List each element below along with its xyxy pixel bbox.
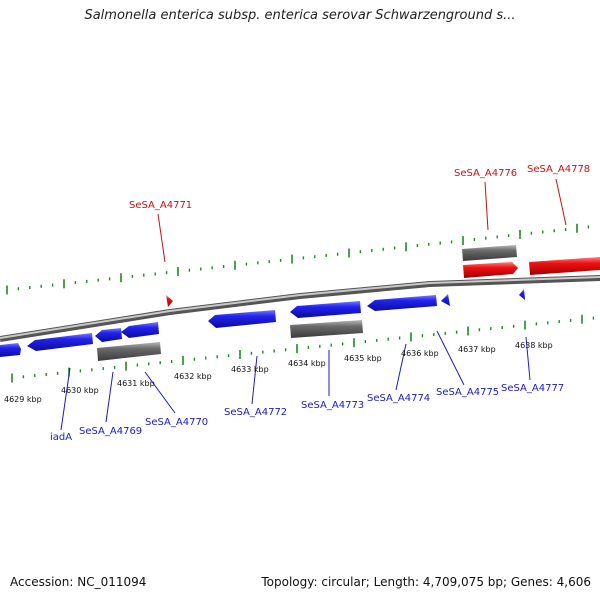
lower-tick-row [11, 314, 595, 383]
label-SeSA_A4776[interactable]: SeSA_A4776 [454, 168, 517, 179]
gene-SeSA_A4771[interactable] [166, 295, 173, 307]
label-SeSA_A4771[interactable]: SeSA_A4771 [129, 200, 192, 211]
gene-SeSA_A4770[interactable] [121, 322, 159, 338]
rna-feature-1[interactable] [97, 342, 161, 361]
tick-label-4635: 4635 kbp [344, 354, 382, 363]
label-SeSA_A4778[interactable]: SeSA_A4778 [527, 164, 590, 175]
label-SeSA_A4769[interactable]: SeSA_A4769 [79, 426, 142, 437]
tick-label-4633: 4633 kbp [231, 365, 269, 374]
label-leaders [60, 178, 567, 431]
gene-iadA[interactable] [0, 343, 21, 357]
rna-feature-2[interactable] [290, 320, 363, 338]
kbp-tick-labels: 4629 kbp 4630 kbp 4631 kbp 4632 kbp 4633… [4, 341, 553, 404]
leader-iadA [60, 367, 71, 431]
tick-label-4629: 4629 kbp [4, 395, 42, 404]
tick-label-4631: 4631 kbp [117, 379, 155, 388]
label-SeSA_A4775[interactable]: SeSA_A4775 [436, 387, 499, 398]
gene-SeSA_A4774[interactable] [367, 295, 437, 311]
label-SeSA_A4774[interactable]: SeSA_A4774 [367, 393, 430, 404]
leader-SeSA_A4771 [157, 213, 166, 263]
gene-SeSA_A4772[interactable] [208, 310, 276, 328]
label-SeSA_A4777[interactable]: SeSA_A4777 [501, 383, 564, 394]
accession-text: Accession: NC_011094 [10, 575, 147, 589]
leader-SeSA_A4778 [555, 178, 567, 226]
gene-SeSA_A4769[interactable] [27, 333, 93, 351]
leader-SeSA_A4769 [105, 371, 114, 423]
gene-SeSA_A4773[interactable] [290, 301, 361, 318]
leader-SeSA_A4770 [144, 371, 176, 414]
gene-SeSA_A4778[interactable] [529, 257, 600, 275]
tick-label-4632: 4632 kbp [174, 372, 212, 381]
tick-label-4634: 4634 kbp [288, 359, 326, 368]
gene-labels: SeSA_A4771 SeSA_A4776 SeSA_A4778 iadA Se… [50, 164, 590, 443]
map-title: Salmonella enterica subsp. enterica sero… [84, 8, 516, 23]
gene-SeSA_A4777[interactable] [519, 289, 525, 300]
rna-feature-3[interactable] [462, 245, 517, 261]
leader-SeSA_A4774 [395, 343, 407, 391]
topology-text: Topology: circular; Length: 4,709,075 bp… [261, 575, 591, 589]
leader-SeSA_A4776 [484, 181, 489, 231]
label-iadA[interactable]: iadA [50, 432, 72, 443]
leader-SeSA_A4775 [436, 330, 465, 386]
gene-SeSA_A4775[interactable] [441, 294, 450, 306]
gene-features [0, 245, 600, 361]
tick-label-4636: 4636 kbp [401, 349, 439, 358]
tick-label-4637: 4637 kbp [458, 345, 496, 354]
label-SeSA_A4770[interactable]: SeSA_A4770 [145, 417, 208, 428]
leader-SeSA_A4772 [251, 355, 258, 405]
genome-backbone-highlight [0, 276, 600, 339]
label-SeSA_A4773[interactable]: SeSA_A4773 [301, 400, 364, 411]
upper-tick-row [6, 223, 590, 295]
gene-SeSA_A4769b[interactable] [95, 328, 122, 342]
gene-SeSA_A4776[interactable] [463, 262, 518, 278]
tick-label-4630: 4630 kbp [61, 386, 99, 395]
leader-SeSA_A4777 [525, 336, 531, 381]
label-SeSA_A4772[interactable]: SeSA_A4772 [224, 407, 287, 418]
tick-label-4638: 4638 kbp [515, 341, 553, 350]
